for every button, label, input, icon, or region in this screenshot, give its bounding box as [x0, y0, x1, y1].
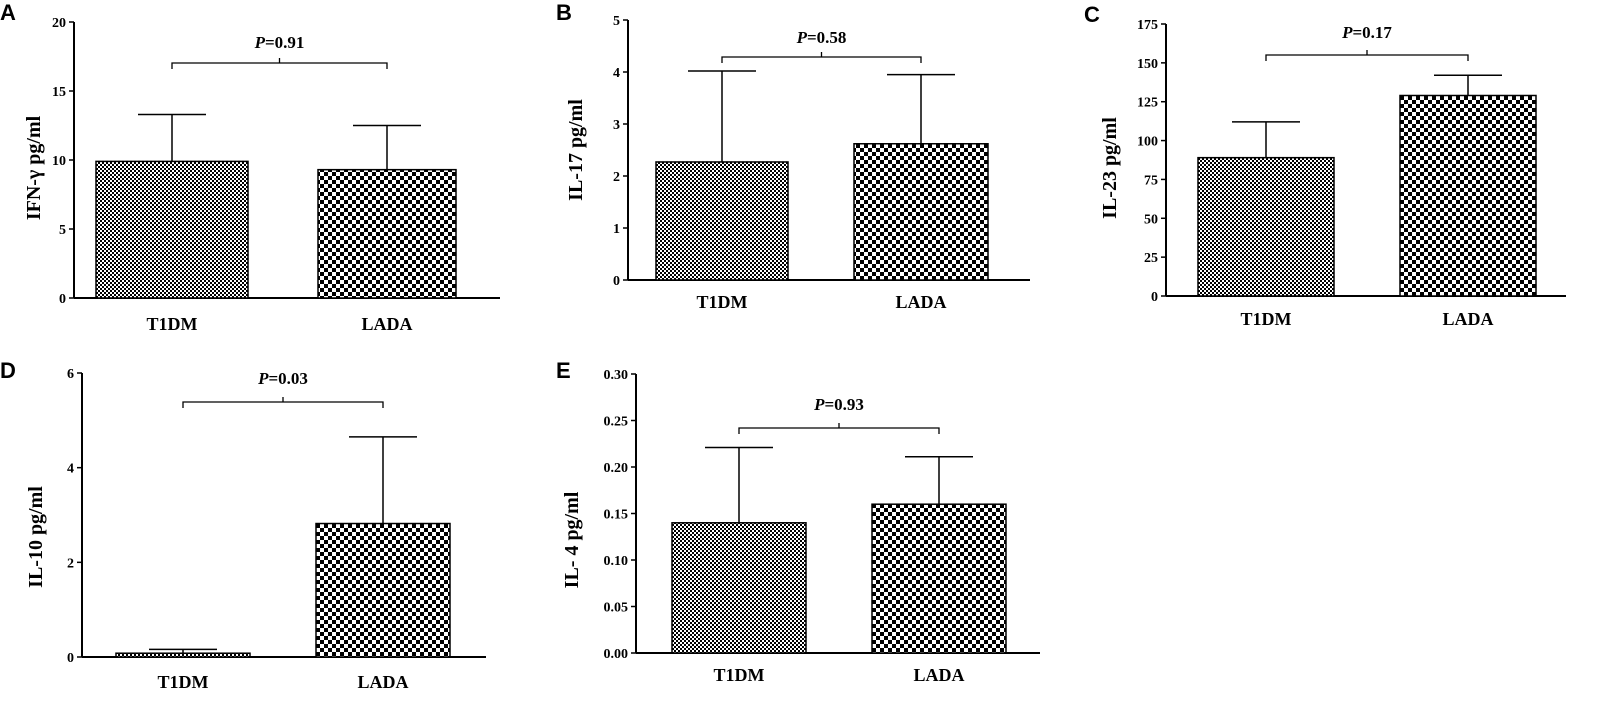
y-axis-title: IL-10 pg/ml [25, 486, 47, 588]
y-tick-label: 15 [52, 85, 66, 100]
significance-bracket [171, 58, 388, 69]
p-value-label: P=0.17 [1341, 23, 1392, 42]
y-tick-label: 25 [1144, 251, 1158, 266]
y-tick-label: 2 [67, 556, 74, 571]
y-tick-label: 0 [59, 292, 66, 307]
y-tick-label: 2 [613, 170, 620, 185]
x-category-label: T1DM [158, 672, 209, 692]
y-tick-label: 20 [52, 16, 66, 31]
bar-t1dm [115, 652, 251, 658]
y-tick-label: 6 [67, 367, 74, 382]
significance-bracket [1265, 50, 1469, 61]
bar-t1dm [671, 522, 807, 654]
significance-bracket [182, 397, 384, 408]
y-tick-label: 150 [1137, 57, 1158, 72]
y-tick-label: 0.15 [604, 508, 629, 523]
bar-lada [871, 503, 1007, 654]
p-value-label: P=0.03 [257, 369, 308, 388]
y-tick-label: 5 [613, 14, 620, 29]
y-tick-label: 0.25 [604, 415, 629, 430]
y-tick-label: 0 [67, 651, 74, 666]
x-category-label: LADA [1442, 309, 1493, 329]
panel-letter: E [556, 358, 571, 383]
bar-t1dm [655, 161, 789, 281]
bar-lada [317, 168, 457, 299]
panel-letter: D [0, 358, 16, 383]
y-tick-label: 4 [613, 66, 620, 81]
significance-bracket [721, 52, 922, 63]
y-tick-label: 50 [1144, 212, 1158, 227]
panel-letter: A [0, 0, 16, 25]
y-tick-label: 0.30 [604, 368, 629, 383]
y-axis-title: IL- 4 pg/ml [561, 491, 583, 588]
chart-panel-c: C 0 25 50 75 100 125 150 175 IL-23 pg/ml T1DM LADA P… [1084, 2, 1566, 329]
p-value-label: P=0.91 [254, 33, 305, 52]
y-axis-title: IFN-γ pg/ml [23, 115, 45, 220]
chart-panel-d: D 0 2 4 6 IL-10 pg/ml T1DM LADA P=0.03 [0, 358, 486, 692]
chart-panel-e: E 0.00 0.05 0.10 0.15 0.20 0.25 0.30 IL- 4 pg/ml… [556, 358, 1040, 685]
y-tick-label: 1 [613, 222, 620, 237]
y-tick-label: 0.10 [604, 554, 629, 569]
y-tick-label: 0.20 [604, 461, 629, 476]
y-tick-label: 4 [67, 462, 74, 477]
y-tick-label: 0.05 [604, 601, 629, 616]
y-tick-label: 175 [1137, 18, 1158, 33]
y-axis-title: IL-17 pg/ml [565, 99, 587, 201]
y-tick-label: 125 [1137, 96, 1158, 111]
bar-t1dm [95, 160, 249, 299]
significance-bracket [738, 423, 940, 434]
x-category-label: LADA [895, 292, 946, 312]
chart-panel-b: B 0 1 2 3 4 5 IL-17 pg/ml T1DM LADA P=0.58 [556, 0, 1030, 312]
x-category-label: LADA [357, 672, 408, 692]
y-axis-title: IL-23 pg/ml [1099, 117, 1121, 219]
bar-lada [1399, 94, 1537, 297]
y-tick-label: 3 [613, 118, 620, 133]
p-value-label: P=0.93 [813, 395, 864, 414]
y-tick-label: 5 [59, 223, 66, 238]
x-category-label: T1DM [147, 314, 198, 334]
x-category-label: LADA [913, 665, 964, 685]
panel-letter: C [1084, 2, 1100, 27]
p-value-label: P=0.58 [796, 28, 847, 47]
bar-t1dm [1197, 156, 1335, 297]
x-category-label: T1DM [697, 292, 748, 312]
x-category-label: LADA [361, 314, 412, 334]
chart-panel-a: A 0 5 10 15 20 IFN-γ pg/ml T1DM LADA P=0.91 [0, 0, 500, 334]
y-tick-label: 10 [52, 154, 66, 169]
y-tick-label: 100 [1137, 135, 1158, 150]
bar-lada [315, 522, 451, 658]
y-tick-label: 75 [1144, 173, 1158, 188]
x-category-label: T1DM [714, 665, 765, 685]
panel-letter: B [556, 0, 572, 25]
bar-lada [853, 143, 989, 281]
x-category-label: T1DM [1241, 309, 1292, 329]
y-tick-label: 0 [613, 274, 620, 289]
y-tick-label: 0.00 [604, 647, 629, 662]
y-tick-label: 0 [1151, 290, 1158, 305]
